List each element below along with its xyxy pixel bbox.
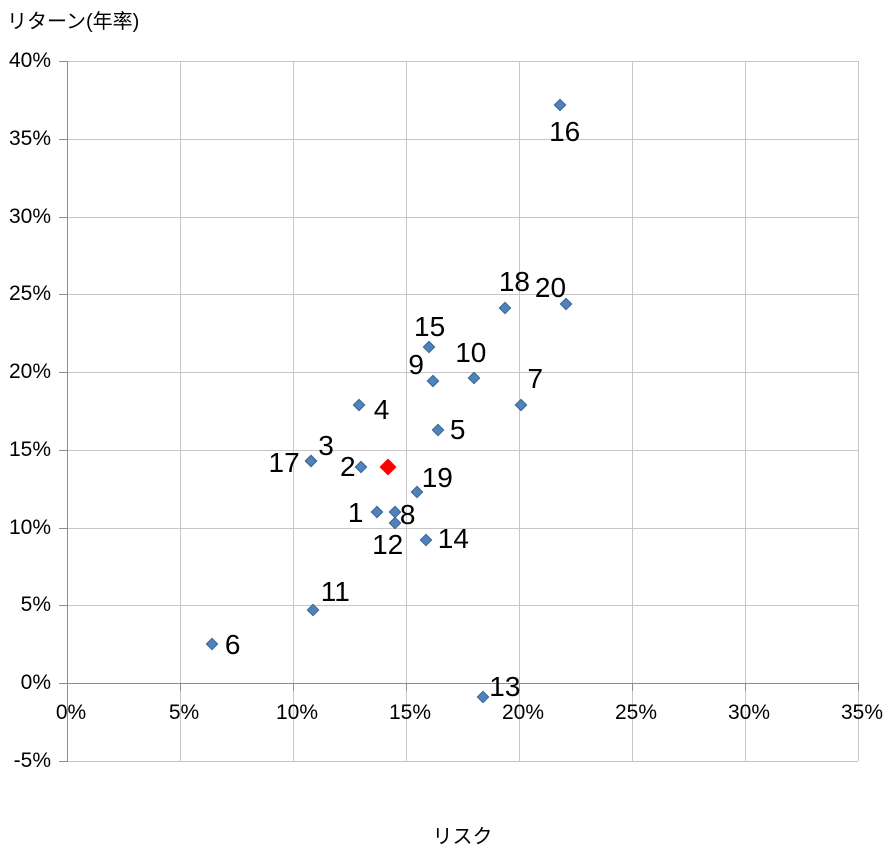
point-label-17: 17 — [268, 446, 300, 478]
y-axis-tick — [59, 294, 67, 296]
y-gridline — [67, 372, 858, 374]
y-tick-label: 35% — [8, 126, 51, 150]
point-marker-1 — [371, 507, 382, 518]
y-gridline — [67, 605, 858, 607]
y-axis-title: リターン(年率) — [7, 11, 140, 33]
y-gridline — [67, 449, 858, 451]
x-axis-title: リスク — [432, 826, 493, 848]
point-label-20: 20 — [534, 271, 567, 303]
point-label-8: 8 — [399, 499, 416, 531]
x-tick-label: 5% — [168, 701, 200, 725]
point-marker-16 — [554, 99, 565, 110]
x-gridline — [293, 61, 294, 761]
point-label-11: 11 — [320, 576, 350, 608]
x-gridline — [180, 61, 181, 761]
x-axis-tick — [745, 683, 746, 692]
y-tick-label: 10% — [8, 515, 51, 539]
y-gridline — [67, 761, 858, 762]
x-tick-label: 25% — [614, 701, 658, 725]
point-label-14: 14 — [437, 523, 469, 555]
point-marker-17 — [306, 455, 317, 466]
point-label-5: 5 — [449, 413, 466, 445]
y-tick-label: 30% — [8, 204, 51, 228]
x-axis-line — [67, 683, 858, 685]
point-label-15: 15 — [414, 311, 446, 343]
y-axis-tick — [59, 61, 67, 62]
x-tick-label: 30% — [727, 701, 771, 725]
point-label-13: 13 — [489, 671, 521, 703]
point-marker-13 — [477, 692, 488, 703]
point-label-6: 6 — [224, 629, 241, 661]
y-axis-tick — [59, 216, 67, 218]
y-axis-tick — [59, 605, 67, 607]
y-axis-tick — [59, 683, 67, 685]
x-tick-label: 10% — [275, 701, 319, 725]
y-gridline — [67, 216, 858, 218]
y-tick-label: 25% — [8, 282, 51, 306]
x-gridline — [745, 61, 746, 761]
point-marker-6 — [206, 639, 217, 650]
point-marker-15 — [423, 342, 434, 353]
x-gridline — [406, 61, 407, 761]
point-label-12: 12 — [372, 529, 404, 560]
point-marker-18 — [500, 303, 511, 314]
y-tick-label: 15% — [8, 437, 51, 461]
x-gridline — [519, 61, 520, 761]
x-gridline — [632, 61, 633, 761]
point-marker-12 — [389, 518, 400, 528]
point-label-9: 9 — [408, 349, 424, 381]
point-label-18: 18 — [498, 266, 531, 298]
point-label-1: 1 — [347, 497, 364, 529]
point-marker-8 — [389, 507, 400, 518]
y-axis-tick — [59, 527, 67, 529]
point-marker-9 — [428, 376, 439, 387]
point-label-7: 7 — [527, 362, 544, 394]
x-axis-tick — [632, 683, 633, 692]
point-label-3: 3 — [318, 429, 334, 461]
y-tick-label: 40% — [8, 49, 51, 72]
y-gridline — [67, 294, 858, 296]
y-axis-line — [67, 61, 68, 762]
y-tick-label: 0% — [20, 671, 51, 695]
point-label-16: 16 — [549, 115, 581, 147]
y-tick-label: 5% — [20, 593, 51, 617]
x-axis-tick — [858, 683, 859, 692]
y-axis-tick — [59, 449, 67, 451]
highlight-marker — [379, 458, 397, 476]
point-label-4: 4 — [373, 393, 390, 425]
point-marker-10 — [468, 373, 479, 384]
y-gridline — [67, 61, 858, 62]
point-label-19: 19 — [421, 461, 453, 493]
x-axis-tick — [519, 683, 520, 692]
point-label-10: 10 — [455, 337, 487, 369]
x-tick-label: 20% — [501, 701, 545, 725]
x-tick-label: 0% — [55, 701, 87, 725]
y-axis-tick — [59, 761, 67, 762]
y-gridline — [67, 527, 858, 529]
x-gridline — [858, 61, 859, 761]
y-tick-label: 20% — [8, 360, 51, 384]
point-marker-11 — [308, 605, 319, 616]
x-tick-label: 35% — [840, 701, 884, 725]
point-label-2: 2 — [340, 451, 356, 482]
x-tick-label: 15% — [388, 701, 432, 725]
x-axis-tick — [293, 683, 294, 692]
y-axis-tick — [59, 138, 67, 140]
point-marker-14 — [421, 535, 432, 546]
point-marker-7 — [516, 399, 527, 410]
point-marker-4 — [353, 399, 364, 410]
x-axis-tick — [406, 683, 407, 692]
y-gridline — [67, 138, 858, 140]
y-tick-label: -5% — [13, 749, 51, 772]
point-marker-5 — [432, 424, 443, 435]
point-marker-2 — [355, 462, 366, 472]
y-axis-tick — [59, 372, 67, 374]
x-axis-tick — [180, 683, 181, 692]
